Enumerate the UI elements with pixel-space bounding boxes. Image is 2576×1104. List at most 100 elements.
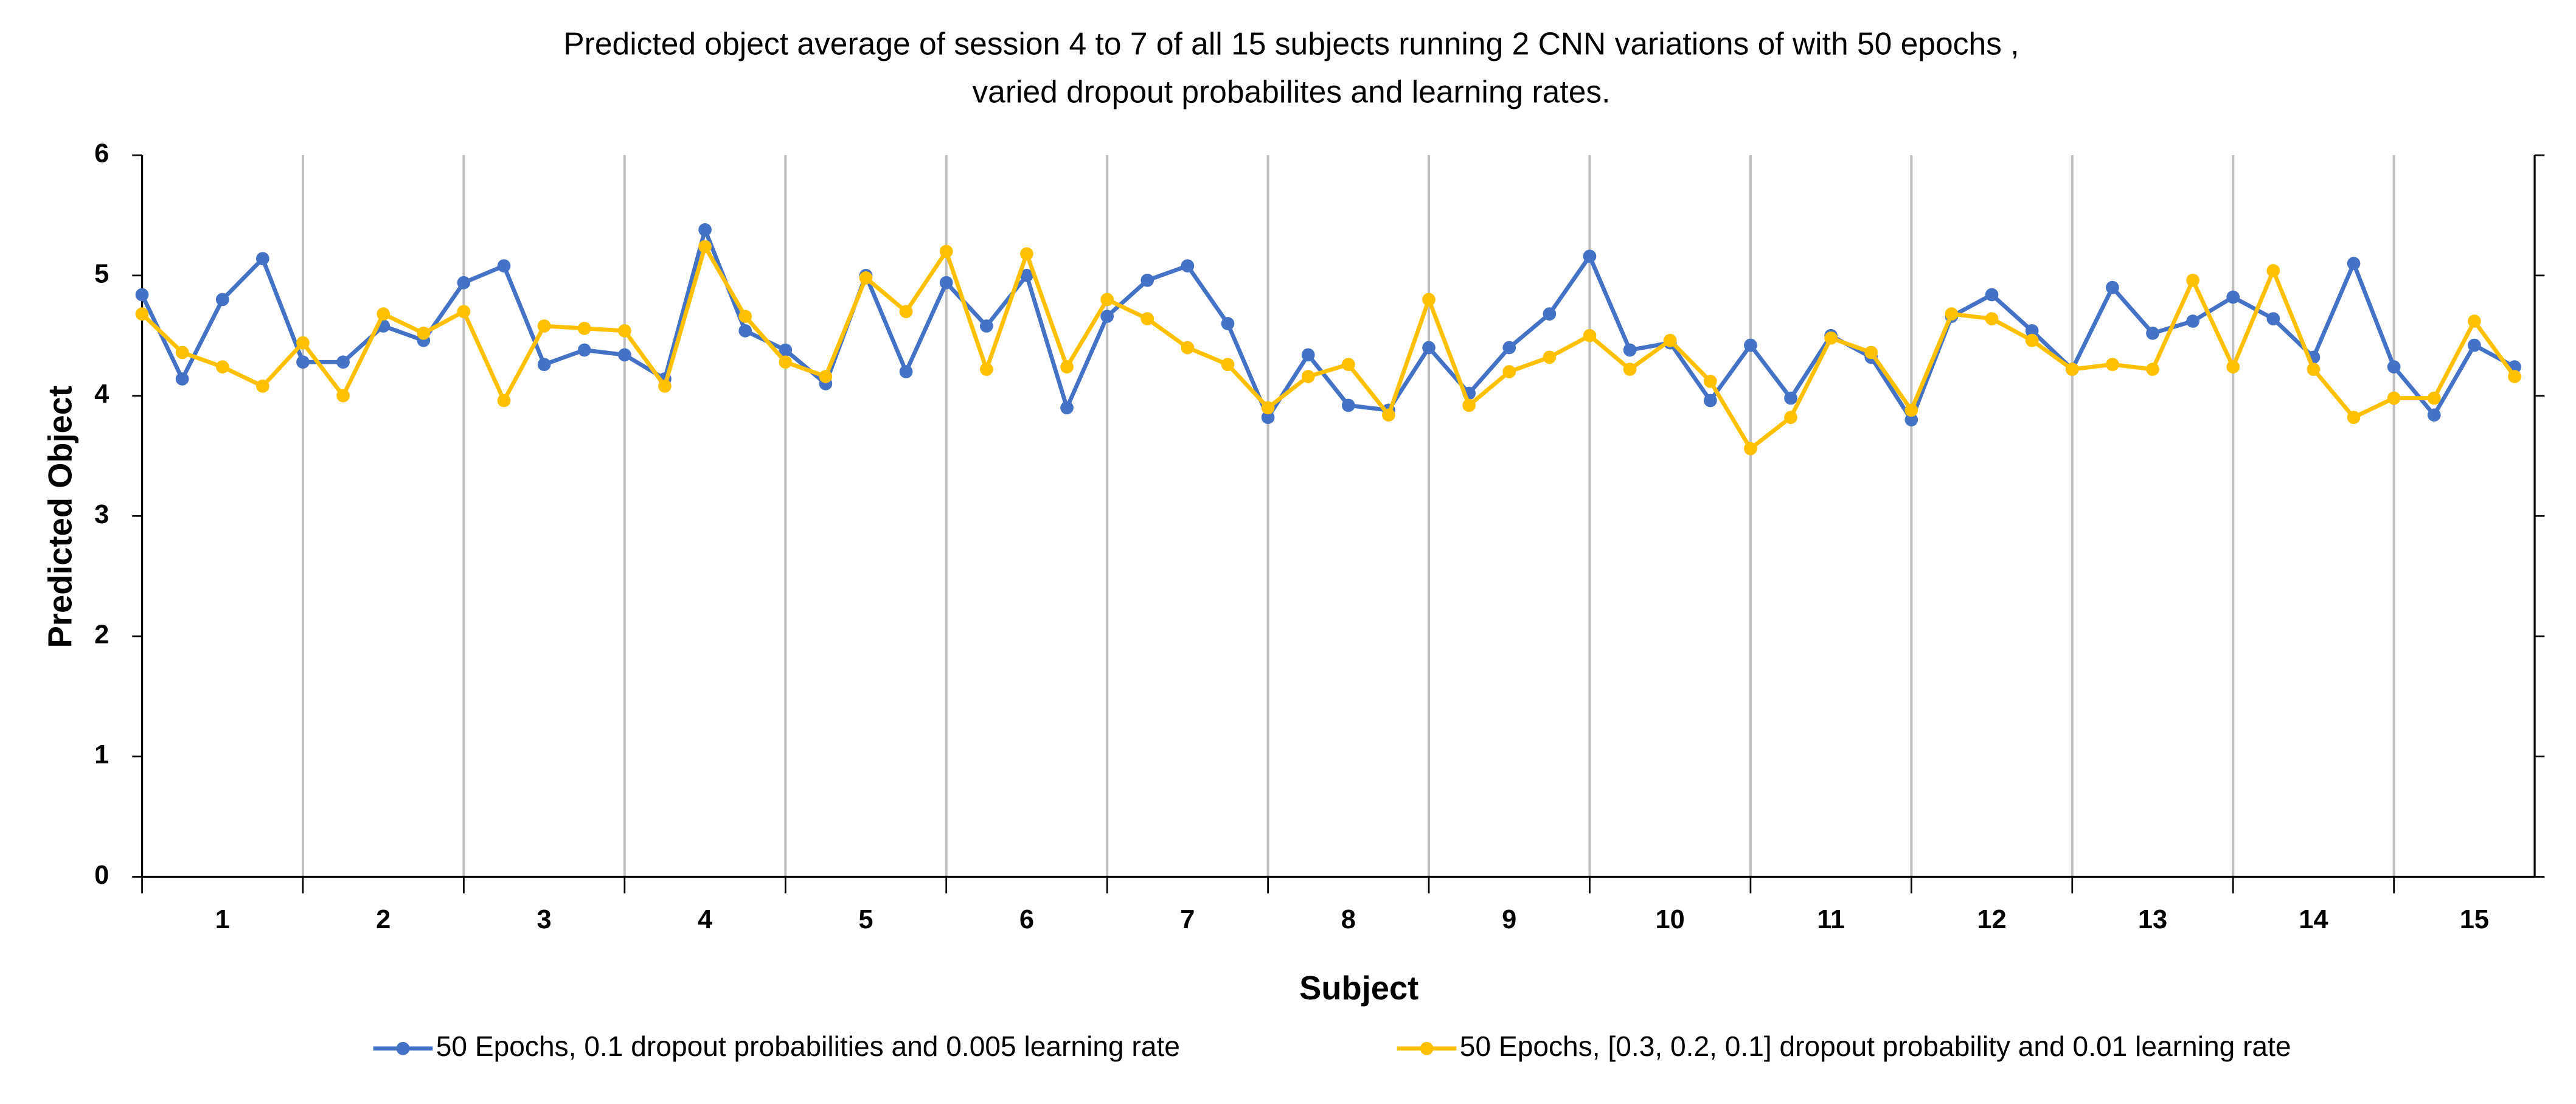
y-tick-label: 5	[94, 259, 109, 288]
y-tick-label: 3	[94, 500, 109, 529]
data-point	[457, 276, 471, 290]
data-point	[1703, 375, 1717, 388]
data-point	[939, 245, 953, 259]
data-point	[1462, 398, 1476, 412]
data-point	[577, 322, 591, 335]
x-tick-label: 7	[1180, 905, 1195, 934]
data-point	[1221, 358, 1235, 372]
data-point	[1583, 328, 1597, 342]
data-point	[1945, 307, 1959, 321]
data-point	[537, 319, 551, 333]
data-point	[336, 389, 350, 403]
x-tick-label: 2	[376, 905, 391, 934]
x-tick-label: 10	[1656, 905, 1685, 934]
data-point	[537, 358, 551, 372]
legend-label: 50 Epochs, 0.1 dropout probabilities and…	[436, 1030, 1180, 1062]
x-axis-label: Subject	[1299, 970, 1418, 1007]
data-point	[698, 223, 712, 237]
data-point	[899, 305, 913, 319]
data-point	[417, 326, 431, 340]
data-point	[979, 319, 993, 333]
data-point	[779, 355, 793, 369]
data-point	[2427, 391, 2441, 405]
data-point	[2468, 314, 2481, 328]
data-point	[1623, 363, 1637, 376]
data-point	[2106, 280, 2119, 294]
data-point	[738, 324, 752, 338]
data-point	[2347, 257, 2361, 270]
data-point	[1301, 370, 1315, 383]
data-point	[1985, 288, 1999, 302]
y-tick-label: 1	[94, 740, 109, 769]
x-tick-label: 4	[698, 905, 712, 934]
data-point	[2266, 312, 2280, 325]
data-point	[135, 288, 149, 302]
data-point	[1422, 341, 1436, 355]
data-point	[1422, 293, 1436, 307]
data-point	[1784, 391, 1797, 405]
data-point	[698, 240, 712, 254]
data-point	[1020, 269, 1033, 282]
data-point	[1181, 259, 1195, 273]
data-point	[2468, 338, 2481, 352]
series-line	[141, 241, 2516, 452]
series-line	[140, 223, 2516, 425]
data-point	[1261, 411, 1275, 425]
data-point	[738, 310, 752, 323]
data-point	[1100, 310, 1114, 323]
data-point	[2307, 363, 2321, 376]
data-point	[1382, 408, 1395, 422]
data-point	[2025, 333, 2039, 347]
data-point	[779, 343, 793, 357]
x-tick-label: 1	[215, 905, 230, 934]
legend-marker	[396, 1041, 410, 1055]
data-point	[497, 394, 511, 408]
data-point	[2427, 408, 2441, 422]
data-point	[175, 345, 189, 359]
data-point	[1543, 307, 1557, 321]
data-point	[1060, 360, 1074, 374]
data-point	[1744, 442, 1757, 456]
x-tick-label: 9	[1502, 905, 1516, 934]
x-tick-label: 12	[1977, 905, 2006, 934]
data-point	[256, 379, 269, 393]
chart-title: varied dropout probabilites and learning…	[972, 74, 1610, 109]
data-point	[859, 271, 873, 285]
data-point	[215, 360, 229, 374]
y-tick-label: 6	[94, 139, 109, 168]
x-tick-label: 5	[858, 905, 873, 934]
data-point	[1985, 312, 1999, 325]
data-point	[1904, 413, 1918, 427]
data-point	[336, 355, 350, 369]
data-point	[1140, 312, 1154, 325]
data-point	[2266, 264, 2280, 277]
data-point	[2186, 273, 2199, 287]
data-point	[1703, 394, 1717, 408]
data-point	[215, 293, 229, 307]
data-point	[979, 363, 993, 376]
legend-label: 50 Epochs, [0.3, 0.2, 0.1] dropout proba…	[1460, 1030, 2291, 1062]
data-point	[1623, 343, 1637, 357]
data-point	[617, 348, 631, 362]
data-point	[1744, 338, 1757, 352]
data-point	[457, 305, 471, 319]
data-point	[1663, 333, 1677, 347]
data-point	[1301, 348, 1315, 362]
x-tick-label: 13	[2138, 905, 2167, 934]
x-tick-label: 6	[1019, 905, 1034, 934]
data-point	[377, 307, 391, 321]
data-point	[1261, 401, 1275, 415]
chart-title: Predicted object average of session 4 to…	[563, 26, 2019, 61]
data-point	[1341, 358, 1355, 372]
data-point	[2146, 363, 2159, 376]
y-axis-label: Predicted Object	[42, 386, 79, 648]
data-point	[1140, 273, 1154, 287]
data-point	[899, 365, 913, 378]
data-point	[2025, 324, 2039, 338]
data-point	[1904, 403, 1918, 417]
data-point	[296, 355, 310, 369]
data-point	[2106, 358, 2119, 372]
data-point	[1060, 401, 1074, 415]
